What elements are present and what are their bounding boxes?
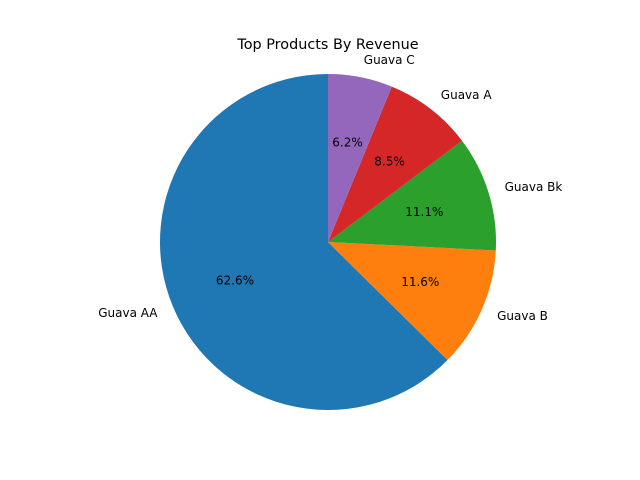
pct-label-guava-b: 11.6% [401, 275, 439, 289]
pct-label-guava-aa: 62.6% [216, 273, 254, 287]
pie-slice-guava-a [328, 86, 463, 242]
chart-title: Top Products By Revenue [236, 37, 418, 53]
pie-slices [160, 74, 497, 410]
slice-label-guava-bk: Guava Bk [505, 180, 563, 194]
pie-slice-guava-b [328, 242, 496, 361]
slice-label-guava-aa: Guava AA [98, 306, 158, 320]
pie-slice-guava-c [328, 74, 392, 242]
pct-label-guava-a: 8.5% [374, 155, 405, 169]
pct-label-guava-bk: 11.1% [405, 205, 443, 219]
slice-label-guava-b: Guava B [497, 309, 548, 323]
pie-slice-guava-aa [160, 74, 448, 410]
slice-label-guava-c: Guava C [364, 53, 415, 67]
pie-labels: Guava AA 62.6% Guava B 11.6% Guava Bk 11.1% Gu… [98, 53, 562, 323]
slice-label-guava-a: Guava A [441, 88, 493, 102]
pct-label-guava-c: 6.2% [332, 136, 363, 150]
pie-slice-guava-bk [328, 140, 497, 251]
